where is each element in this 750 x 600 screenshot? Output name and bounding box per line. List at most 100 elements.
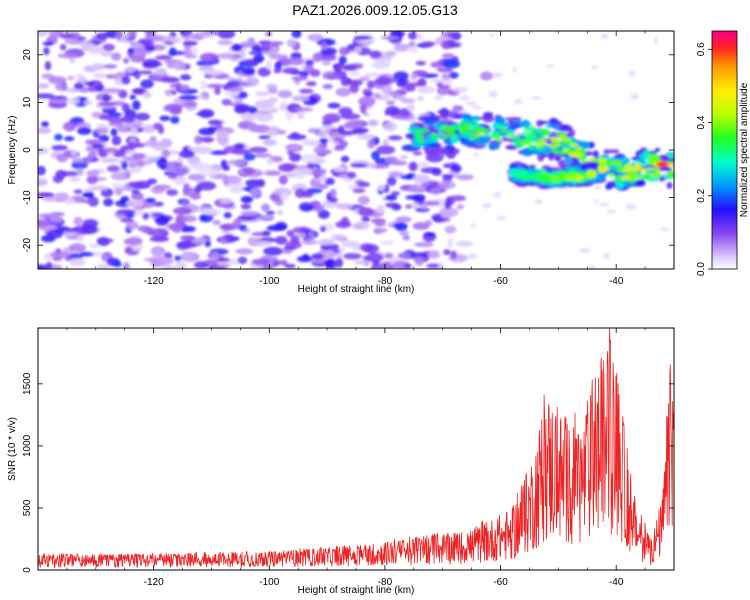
heatmap-cell — [178, 84, 190, 92]
heatmap-cell — [470, 223, 476, 228]
heatmap-cell — [267, 87, 279, 94]
heatmap-cell — [237, 91, 248, 99]
x-tick-label: -40 — [609, 577, 624, 588]
heatmap-cell — [654, 147, 661, 152]
heatmap-cell — [380, 35, 400, 40]
heatmap-cell — [538, 120, 549, 125]
heatmap-cell — [621, 176, 632, 181]
heatmap-cell — [314, 157, 326, 165]
heatmap-cell — [240, 211, 260, 217]
heatmap-cell — [594, 185, 604, 190]
heatmap-cell — [333, 166, 347, 173]
heatmap-cell — [379, 240, 395, 245]
heatmap-cell — [579, 248, 590, 253]
heatmap-cell — [456, 204, 464, 210]
heatmap-cell — [609, 166, 619, 171]
heatmap-cell — [165, 103, 184, 111]
heatmap-cell — [318, 238, 335, 246]
heatmap-cell — [234, 105, 249, 114]
heatmap-cell — [615, 181, 625, 189]
heatmap-cell — [278, 174, 288, 185]
heatmap-cell — [400, 98, 416, 104]
heatmap-cell — [528, 164, 536, 168]
heatmap-cell — [172, 60, 186, 71]
heatmap-cell — [402, 235, 411, 241]
heatmap-cell — [545, 177, 552, 184]
heatmap-cell — [265, 31, 273, 37]
heatmap-cell — [496, 216, 507, 221]
heatmap-cell — [507, 124, 514, 130]
heatmap-cell — [155, 54, 173, 61]
heatmap-cell — [594, 199, 600, 203]
heatmap-cell — [385, 194, 398, 201]
heatmap-cell — [445, 145, 453, 150]
heatmap-cell — [143, 140, 160, 148]
heatmap-cell — [152, 122, 164, 130]
heatmap-cell — [646, 167, 657, 171]
y-tick-label: 500 — [22, 499, 33, 516]
heatmap-cell — [266, 128, 279, 137]
heatmap-cell — [441, 174, 455, 179]
heatmap-cell — [373, 92, 381, 99]
heatmap-cell — [624, 165, 633, 172]
heatmap-cell — [200, 213, 214, 223]
heatmap-cell — [506, 134, 514, 138]
heatmap-cell — [76, 234, 85, 242]
heatmap-cell — [312, 168, 326, 176]
heatmap-cell — [386, 176, 397, 186]
heatmap-cell — [291, 95, 310, 102]
colorbar-tick-label: 0.2 — [696, 188, 707, 202]
heatmap-cell — [209, 150, 229, 155]
heatmap-cell — [488, 142, 500, 150]
heatmap-cell — [555, 143, 561, 147]
heatmap-cell — [562, 125, 568, 130]
heatmap-cell — [358, 76, 370, 82]
heatmap-cell — [424, 220, 433, 227]
heatmap-cell — [441, 40, 452, 50]
heatmap-cell — [183, 48, 192, 58]
heatmap-cell — [376, 204, 385, 214]
heatmap-cell — [461, 113, 472, 120]
heatmap-cell — [195, 111, 214, 117]
heatmap-cell — [391, 191, 400, 196]
heatmap-cell — [103, 147, 118, 153]
heatmap-cell — [528, 175, 537, 180]
heatmap-cell — [66, 97, 81, 105]
heatmap-cell — [265, 83, 278, 90]
heatmap-cell — [358, 195, 370, 205]
heatmap-cell — [559, 134, 567, 140]
heatmap-cell — [251, 124, 271, 133]
heatmap-cell — [48, 31, 60, 37]
heatmap-cell — [564, 156, 573, 164]
heatmap-cell — [563, 148, 569, 153]
heatmap-cell — [207, 126, 218, 131]
x-tick-label: -100 — [259, 577, 279, 588]
heatmap-cell — [349, 83, 359, 94]
heatmap-cell — [455, 174, 475, 181]
heatmap-cell — [467, 253, 478, 260]
heatmap-cell — [174, 255, 182, 262]
heatmap-cell — [183, 183, 190, 190]
heatmap-cell — [420, 41, 436, 47]
heatmap-cell — [599, 202, 610, 207]
heatmap-cell — [38, 221, 49, 227]
heatmap-cell — [541, 171, 548, 178]
y-tick-label: -10 — [22, 190, 33, 205]
heatmap-cell — [162, 149, 170, 158]
heatmap-cell — [38, 83, 50, 89]
heatmap-cell — [111, 182, 124, 189]
heatmap-cell — [116, 125, 131, 133]
heatmap-cell — [216, 130, 229, 139]
heatmap-cell — [309, 69, 321, 77]
heatmap-cell — [84, 190, 94, 199]
heatmap-cell — [491, 132, 498, 139]
heatmap-cell — [101, 254, 108, 262]
colorbar-label: Normalized spectral amplitude — [739, 82, 750, 217]
heatmap-cell — [77, 36, 87, 41]
heatmap-cell — [298, 202, 314, 212]
heatmap-cell — [605, 183, 613, 190]
heatmap-cell — [511, 173, 523, 178]
colorbar-tick-label: 0.4 — [696, 115, 707, 129]
heatmap-cell — [121, 161, 128, 171]
heatmap-cell — [343, 65, 357, 71]
